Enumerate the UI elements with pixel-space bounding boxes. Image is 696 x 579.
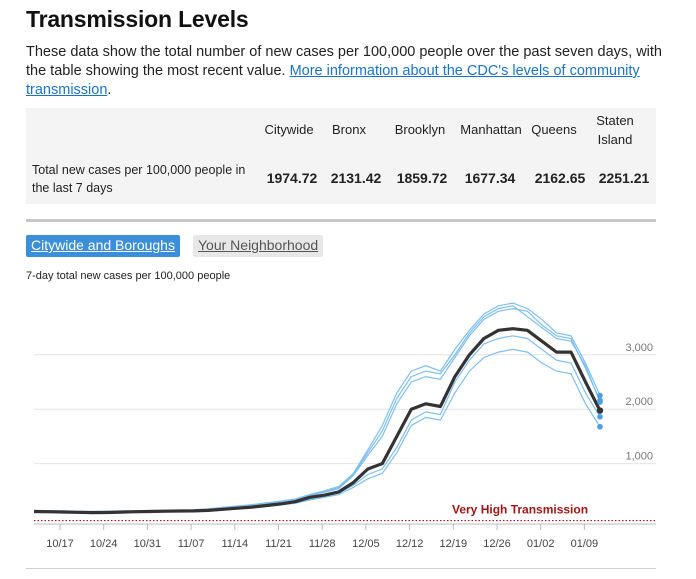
intro-paragraph: These data show the total number of new … bbox=[26, 43, 666, 100]
intro-end: . bbox=[107, 82, 112, 98]
column-header-brooklyn: Brooklyn bbox=[394, 122, 446, 137]
column-header-bronx: Bronx bbox=[332, 122, 366, 137]
tab-citywide-and-boroughs[interactable]: Citywide and Boroughs bbox=[26, 235, 180, 257]
column-header-queens: Queens bbox=[531, 122, 577, 137]
endpoint-dot-staten-island bbox=[597, 392, 603, 399]
value-bronx: 2131.42 bbox=[330, 170, 382, 186]
series-line-citywide bbox=[33, 327, 602, 515]
y-tick-label: 3,000 bbox=[625, 342, 653, 354]
x-tick-label: 11/28 bbox=[309, 538, 336, 550]
threshold-label: Very High Transmission bbox=[452, 503, 588, 517]
y-tick-label: 2,000 bbox=[625, 396, 653, 408]
value-brooklyn: 1859.72 bbox=[396, 170, 448, 186]
value-queens: 2162.65 bbox=[534, 170, 586, 186]
series-line-staten-island bbox=[33, 302, 601, 513]
series-line-queens bbox=[33, 307, 601, 513]
x-tick-label: 12/26 bbox=[483, 538, 511, 550]
x-tick-label: 10/31 bbox=[134, 538, 162, 550]
endpoint-dot-manhattan bbox=[597, 423, 603, 430]
cdc-levels-link[interactable]: More information about the CDC's levels … bbox=[26, 63, 640, 98]
x-tick-label: 01/02 bbox=[527, 538, 555, 550]
x-tick-label: 10/17 bbox=[46, 538, 74, 550]
row-label: Total new cases per 100,000 people in th… bbox=[32, 163, 246, 195]
intro-text: These data show the total number of new … bbox=[26, 44, 662, 79]
page-title: Transmission Levels bbox=[26, 6, 249, 32]
chart-title: 7-day total new cases per 100,000 people bbox=[26, 270, 231, 282]
column-header-citywide: Citywide bbox=[264, 122, 314, 137]
x-tick-label: 11/07 bbox=[178, 538, 205, 550]
value-citywide: 1974.72 bbox=[266, 170, 318, 186]
endpoint-dot-brooklyn bbox=[597, 414, 603, 420]
tab-your-neighborhood[interactable]: Your Neighborhood bbox=[193, 235, 324, 257]
series-line-brooklyn bbox=[33, 335, 601, 514]
x-tick-label: 10/24 bbox=[90, 538, 118, 550]
y-tick-label: 1,000 bbox=[625, 451, 653, 463]
value-staten-island: 2251.21 bbox=[598, 170, 650, 186]
x-tick-label: 01/09 bbox=[571, 538, 599, 550]
series-line-manhattan bbox=[34, 348, 601, 514]
x-tick-label: 11/14 bbox=[221, 538, 248, 550]
x-tick-label: 12/12 bbox=[396, 538, 424, 550]
x-tick-label: 11/21 bbox=[265, 538, 292, 550]
endpoint-dot-queens bbox=[597, 397, 603, 404]
x-tick-label: 12/19 bbox=[440, 538, 468, 550]
value-manhattan: 1677.34 bbox=[464, 170, 516, 186]
column-header-manhattan: Manhattan bbox=[460, 122, 522, 137]
section-divider bbox=[26, 219, 656, 222]
summary-table: Citywide Bronx Brooklyn Manhattan Queens… bbox=[26, 108, 656, 204]
x-tick-label: 12/05 bbox=[352, 538, 380, 550]
bottom-rule bbox=[26, 568, 656, 569]
column-header-staten-island: Staten Island bbox=[596, 113, 634, 147]
endpoint-dot-citywide bbox=[596, 407, 604, 414]
